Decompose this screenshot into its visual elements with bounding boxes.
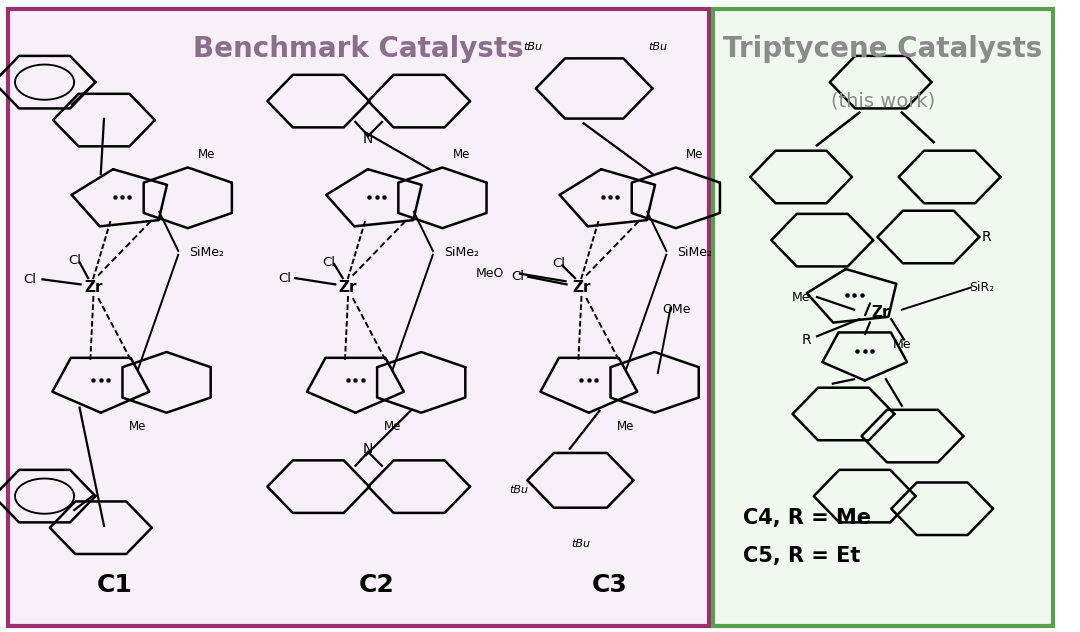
Text: Cl: Cl (511, 270, 524, 283)
Text: Me: Me (453, 149, 470, 161)
Text: SiMe₂: SiMe₂ (189, 246, 225, 259)
Text: tBu: tBu (648, 42, 667, 52)
Text: C4, R = Me: C4, R = Me (743, 507, 870, 528)
Text: tBu: tBu (571, 538, 590, 549)
Text: N: N (363, 442, 374, 456)
Text: R: R (801, 333, 811, 347)
Text: Zr: Zr (84, 280, 103, 295)
Text: Benchmark Catalysts: Benchmark Catalysts (193, 35, 524, 63)
Text: Me: Me (130, 420, 147, 433)
Text: tBu: tBu (523, 42, 542, 52)
Text: C2: C2 (359, 573, 394, 597)
Text: Zr: Zr (339, 280, 357, 295)
Text: Cl: Cl (278, 272, 291, 284)
Text: Me: Me (792, 291, 810, 303)
Text: MeO: MeO (476, 267, 504, 279)
Text: tBu: tBu (510, 485, 528, 495)
Text: C5, R = Et: C5, R = Et (743, 545, 860, 566)
Text: Cl: Cl (68, 254, 81, 267)
Text: SiMe₂: SiMe₂ (677, 246, 713, 259)
Text: Zr: Zr (572, 280, 591, 295)
Text: C3: C3 (592, 573, 627, 597)
Text: R: R (982, 230, 991, 244)
Text: Cl: Cl (23, 273, 37, 286)
Text: Me: Me (199, 149, 216, 161)
Text: OMe: OMe (663, 303, 691, 316)
FancyBboxPatch shape (9, 9, 708, 626)
Text: N: N (363, 132, 374, 146)
Text: Me: Me (383, 420, 402, 433)
Text: Zr: Zr (872, 305, 890, 320)
Text: Me: Me (892, 338, 912, 351)
Text: SiR₂: SiR₂ (969, 281, 994, 294)
Text: C1: C1 (96, 573, 133, 597)
Text: Me: Me (618, 420, 635, 433)
Text: SiMe₂: SiMe₂ (444, 246, 480, 259)
Text: Cl: Cl (323, 256, 336, 269)
Text: Triptycene Catalysts: Triptycene Catalysts (724, 35, 1042, 63)
Text: Cl: Cl (553, 257, 566, 270)
FancyBboxPatch shape (713, 9, 1053, 626)
Text: (this work): (this work) (831, 92, 935, 111)
Text: Me: Me (686, 149, 704, 161)
